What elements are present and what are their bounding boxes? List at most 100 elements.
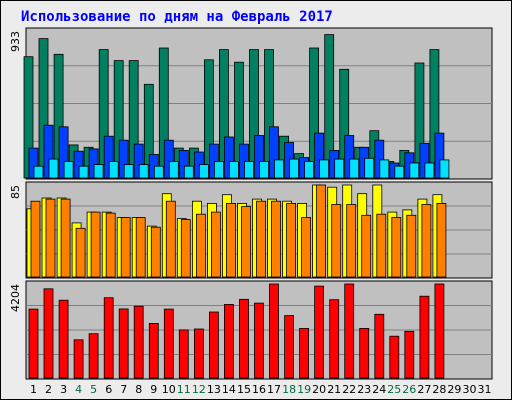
chart-title: Использование по дням на Февраль 2017 xyxy=(21,9,333,25)
x-tick-label: 5 xyxy=(90,383,97,396)
x-tick-label: 1 xyxy=(30,383,37,396)
x-tick-label: 4 xyxy=(75,383,82,396)
bar xyxy=(178,329,189,379)
bar xyxy=(23,56,34,179)
bar xyxy=(334,158,345,179)
bar xyxy=(244,161,254,179)
bar xyxy=(421,204,432,278)
x-tick-label: 22 xyxy=(342,383,356,396)
bar xyxy=(254,135,264,179)
bar xyxy=(414,62,425,179)
bar xyxy=(128,60,139,179)
bar xyxy=(98,49,109,179)
bar xyxy=(361,214,372,278)
bar xyxy=(239,143,249,179)
bar xyxy=(193,328,204,379)
bar xyxy=(153,165,164,179)
x-tick-label: 6 xyxy=(105,383,112,396)
bar xyxy=(38,38,49,179)
x-tick-label: 9 xyxy=(150,383,157,396)
bar xyxy=(269,126,279,179)
bar xyxy=(319,159,330,179)
x-tick-label: 3 xyxy=(60,383,67,396)
bar xyxy=(183,165,194,179)
x-tick-label: 7 xyxy=(120,383,127,396)
bar xyxy=(150,226,161,278)
bar xyxy=(374,313,385,379)
bar xyxy=(404,330,415,379)
bar xyxy=(60,198,71,278)
bar xyxy=(249,49,259,179)
bar xyxy=(43,288,54,379)
bar xyxy=(123,164,134,179)
bar xyxy=(301,217,312,278)
bar xyxy=(376,213,387,278)
x-tick-label: 8 xyxy=(135,383,142,396)
bar xyxy=(239,298,249,379)
bar xyxy=(434,132,445,179)
bar xyxy=(429,49,440,179)
bar xyxy=(394,165,405,179)
bar xyxy=(339,68,350,179)
bar xyxy=(28,147,39,179)
bar xyxy=(223,303,234,379)
bar xyxy=(314,132,325,179)
bar xyxy=(331,204,342,278)
x-tick-label: 23 xyxy=(357,383,371,396)
bar xyxy=(30,200,41,278)
bar xyxy=(133,305,144,379)
bar xyxy=(259,161,269,179)
bar xyxy=(73,150,84,179)
bar xyxy=(195,213,206,278)
bar xyxy=(178,149,189,179)
bar xyxy=(406,214,417,278)
bar xyxy=(28,308,39,379)
bar xyxy=(138,164,149,179)
bar xyxy=(424,162,435,179)
bar xyxy=(269,283,279,379)
bar xyxy=(436,202,447,278)
x-tick-label: 30 xyxy=(463,383,477,396)
x-tick-label: 12 xyxy=(192,383,206,396)
bar xyxy=(324,34,335,179)
bar xyxy=(218,49,229,179)
bar xyxy=(63,161,74,179)
bar xyxy=(58,299,69,379)
bar xyxy=(225,202,236,278)
bar xyxy=(180,219,191,278)
x-tick-label: 10 xyxy=(162,383,176,396)
x-tick-label: 31 xyxy=(478,383,492,396)
bar xyxy=(256,200,266,278)
x-tick-label: 24 xyxy=(372,383,386,396)
bar xyxy=(78,165,89,179)
x-tick-label: 20 xyxy=(312,383,326,396)
bar xyxy=(93,164,104,179)
bar xyxy=(344,135,355,179)
bar xyxy=(379,159,390,179)
bar xyxy=(90,211,101,278)
bar xyxy=(103,135,114,179)
bar xyxy=(439,159,450,179)
bar xyxy=(103,297,114,379)
x-tick-label: 28 xyxy=(432,383,446,396)
bar xyxy=(120,217,131,278)
bar xyxy=(165,200,176,278)
bar xyxy=(48,158,59,179)
y-max-label: 933 xyxy=(9,31,22,52)
bar xyxy=(359,327,370,379)
bar xyxy=(389,335,400,379)
bar xyxy=(419,295,430,379)
x-tick-label: 13 xyxy=(207,383,221,396)
bar xyxy=(349,158,360,179)
bar xyxy=(58,126,69,179)
bar xyxy=(33,165,44,179)
bar xyxy=(329,299,340,379)
bar xyxy=(264,49,274,179)
x-tick-label: 11 xyxy=(177,383,191,396)
bar xyxy=(299,327,310,379)
bar xyxy=(316,184,327,278)
x-tick-label: 18 xyxy=(282,383,296,396)
bar xyxy=(168,161,179,179)
bar xyxy=(271,200,281,278)
y-max-label: 4204 xyxy=(9,284,22,312)
